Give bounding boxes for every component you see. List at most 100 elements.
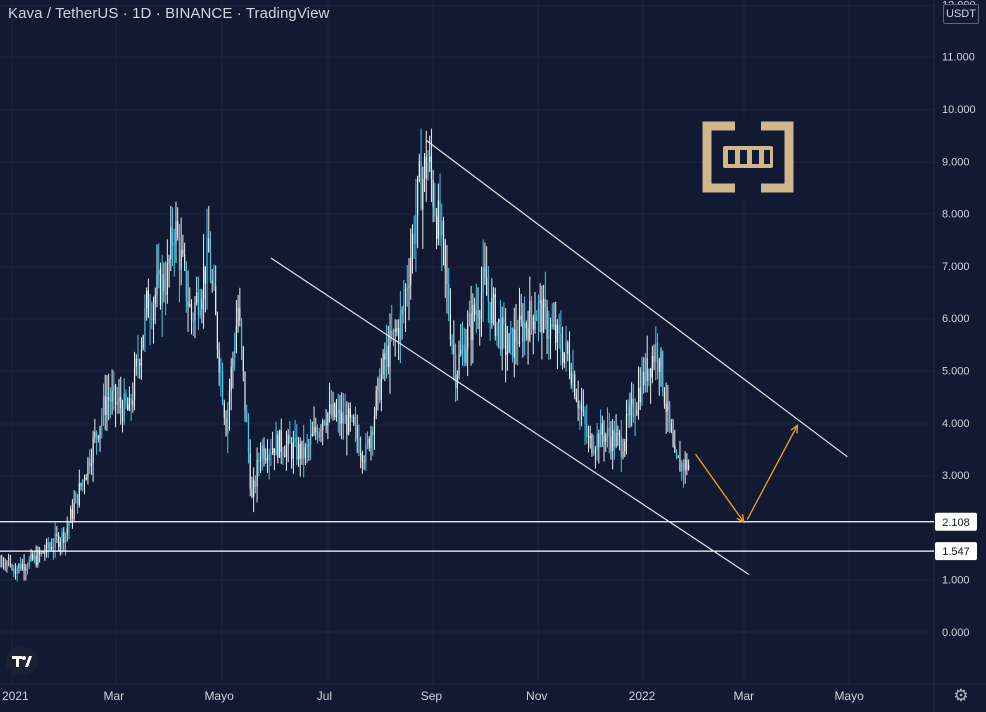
candle-body <box>171 227 174 246</box>
candle-body <box>479 318 481 320</box>
candle-body <box>234 350 236 359</box>
candle-body <box>404 289 407 305</box>
candle-body <box>501 317 503 350</box>
candle-body <box>468 313 470 325</box>
candle-body <box>347 408 350 435</box>
y-tick-label: 11.000 <box>942 52 975 64</box>
candle-body <box>681 462 683 472</box>
candle-body <box>230 367 232 392</box>
candle-body <box>204 266 206 284</box>
candles <box>0 128 690 582</box>
candle-body <box>247 422 250 453</box>
candle-body <box>25 568 27 571</box>
candle-body <box>240 320 243 348</box>
candle-body <box>639 387 641 403</box>
candle-body <box>375 390 377 416</box>
candle-body <box>511 327 514 358</box>
currency-badge[interactable]: USDT <box>943 4 979 24</box>
candle-body <box>601 423 603 436</box>
candle-body <box>458 354 460 375</box>
candle-body <box>280 429 282 452</box>
candle-body <box>439 200 441 236</box>
candle-body <box>454 354 457 389</box>
candle-body <box>505 324 507 355</box>
candle-body <box>615 432 617 447</box>
candle-body <box>568 353 571 372</box>
candle-body <box>665 404 667 412</box>
candle-body <box>26 567 29 569</box>
candle-body <box>389 331 391 367</box>
candle-body <box>49 547 51 549</box>
candle-body <box>45 542 48 553</box>
candle-body <box>660 351 662 372</box>
candle-body <box>218 349 220 373</box>
candle-body <box>168 259 170 264</box>
candle-body <box>349 408 351 418</box>
candle-body <box>113 385 115 391</box>
candle-body <box>316 432 319 438</box>
candle-body <box>14 572 17 574</box>
candle-body <box>202 266 205 300</box>
candle-body <box>437 200 439 239</box>
candle-body <box>524 322 526 342</box>
candle-body <box>102 395 105 417</box>
candle-body <box>606 427 609 435</box>
tradingview-logo-icon[interactable] <box>6 647 38 675</box>
candle-body <box>632 398 634 417</box>
candle-body <box>180 249 182 270</box>
candle-body <box>644 358 647 386</box>
candle-body <box>251 488 253 497</box>
candle-body <box>130 398 132 406</box>
candle-body <box>636 409 638 415</box>
candle-body <box>135 358 137 367</box>
candle-body <box>558 324 560 334</box>
candle-body <box>315 426 317 433</box>
candle-body <box>178 237 181 270</box>
candle-body <box>562 351 564 363</box>
candle-body <box>525 322 527 329</box>
candle-body <box>688 464 690 470</box>
candle-body <box>325 422 327 426</box>
candle-body <box>323 421 326 423</box>
settings-gear-icon[interactable]: ⚙ <box>953 686 969 705</box>
candle-body <box>82 479 84 486</box>
candle-body <box>465 348 467 363</box>
candle-body <box>144 308 146 336</box>
candle-body <box>273 448 275 456</box>
candle-body <box>175 221 177 244</box>
candle-body <box>246 411 248 423</box>
candle-body <box>97 436 99 439</box>
candle-body <box>152 304 155 321</box>
x-tick-label: Mar <box>103 689 124 703</box>
candle-body <box>42 551 44 554</box>
candle-body <box>480 293 483 319</box>
candle-body <box>44 552 46 554</box>
candle-body <box>643 371 645 386</box>
candle-body <box>87 458 89 477</box>
projection-arrowhead <box>736 514 745 524</box>
candle-body <box>401 310 403 314</box>
candle-body <box>92 437 94 464</box>
candle-body <box>508 333 510 353</box>
candle-body <box>463 344 465 363</box>
candle-body <box>277 434 279 458</box>
candle-body <box>163 274 165 292</box>
candle-body <box>370 431 372 448</box>
y-tick-label: 10.000 <box>942 104 976 116</box>
candle-body <box>327 413 329 426</box>
candle-body <box>427 162 429 179</box>
candle-body <box>560 333 562 352</box>
candle-body <box>436 216 438 239</box>
candle-body <box>85 476 87 481</box>
candle-body <box>492 294 495 298</box>
candle-body <box>133 366 136 401</box>
candle-body <box>631 398 633 405</box>
candle-body <box>61 531 63 543</box>
candle-body <box>361 454 363 462</box>
candle-body <box>259 457 262 462</box>
candle-body <box>448 284 450 315</box>
candle-body <box>75 494 77 504</box>
candle-body <box>587 437 590 439</box>
candle-body <box>242 347 244 372</box>
